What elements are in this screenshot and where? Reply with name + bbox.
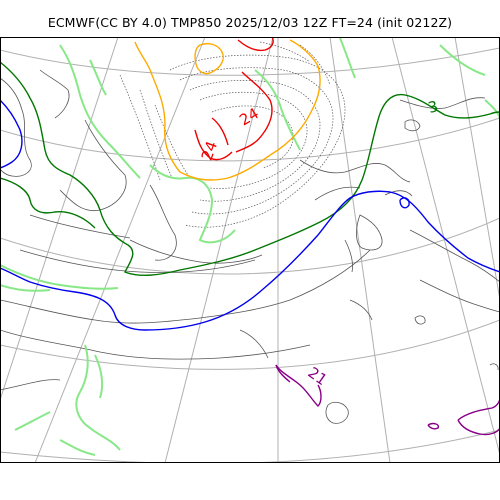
isotherm-orange-small <box>194 43 224 75</box>
longitude-line-1 <box>0 37 119 401</box>
longitude-line-6 <box>391 37 500 456</box>
latitude-line-2 <box>0 117 500 162</box>
isotherm-green-west <box>0 177 96 229</box>
longitude-line-2 <box>34 37 206 463</box>
contour-label-3: 3 <box>426 97 440 117</box>
weather-map: 3 24 24 21 <box>0 37 500 463</box>
isotherm-green <box>0 61 500 277</box>
thin-contours <box>19 186 500 313</box>
isotherm-blue <box>0 190 500 331</box>
dotted-contours <box>119 41 346 228</box>
latitude-line-4 <box>0 319 500 370</box>
latitude-line-1 <box>0 47 500 76</box>
longitude-line-7 <box>454 37 500 301</box>
contour-label-24-west: 24 <box>198 139 221 163</box>
isotherm-red <box>194 37 274 161</box>
longitude-line-3 <box>164 37 274 463</box>
map-title: ECMWF(CC BY 4.0) TMP850 2025/12/03 12Z F… <box>47 15 453 30</box>
isotherm-blue-loop <box>399 197 410 209</box>
isotherm-orange <box>134 39 321 181</box>
isotherm-blue-west <box>0 99 23 169</box>
longitude-line-5 <box>329 37 391 463</box>
latitude-line-3 <box>0 217 500 275</box>
isotherm-light-green <box>0 37 500 456</box>
coastlines <box>0 69 499 424</box>
